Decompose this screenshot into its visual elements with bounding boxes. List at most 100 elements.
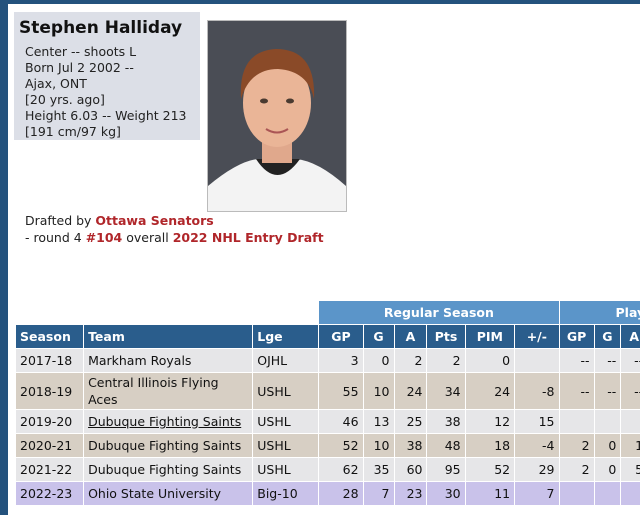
team-cell[interactable]: Dubuque Fighting Saints <box>84 458 253 481</box>
stat-cell <box>559 482 594 505</box>
stat-cell: -- <box>594 349 621 372</box>
column-header: Lge <box>253 325 319 348</box>
stat-cell: 5 <box>621 458 640 481</box>
draft-event[interactable]: 2022 NHL Entry Draft <box>172 230 324 245</box>
stat-cell: 0 <box>594 434 621 457</box>
stat-cell: 23 <box>394 482 427 505</box>
stats-row: 2020-21 Dubuque Fighting Saints USHL 52 10 38… <box>16 434 640 457</box>
stat-cell: 10 <box>363 434 394 457</box>
stat-cell: -4 <box>515 434 559 457</box>
stat-cell: 38 <box>394 434 427 457</box>
group-header: Playoffs <box>559 301 640 324</box>
stat-cell: 7 <box>363 482 394 505</box>
stat-cell: 48 <box>427 434 465 457</box>
stat-cell: 46 <box>319 410 363 433</box>
stats-row: 2018-19 Central Illinois Flying Aces USHL 5… <box>16 373 640 409</box>
column-header: Team <box>84 325 253 348</box>
stat-cell: 95 <box>427 458 465 481</box>
stat-cell: 18 <box>465 434 515 457</box>
column-header: PIM <box>465 325 515 348</box>
stat-cell: USHL <box>253 458 319 481</box>
stat-cell: OJHL <box>253 349 319 372</box>
stat-cell: 35 <box>363 458 394 481</box>
stat-cell <box>621 482 640 505</box>
stat-cell: 24 <box>465 373 515 409</box>
draft-overall: overall <box>126 230 169 245</box>
stat-cell: 2 <box>427 349 465 372</box>
stat-cell: 1 <box>621 434 640 457</box>
stat-cell: 24 <box>394 373 427 409</box>
stat-cell <box>621 410 640 433</box>
stat-cell: 52 <box>465 458 515 481</box>
draft-team[interactable]: Ottawa Senators <box>95 213 214 228</box>
group-header: Regular Season <box>319 301 559 324</box>
stat-cell: 2 <box>559 458 594 481</box>
stat-cell: 2 <box>559 434 594 457</box>
stat-cell: 7 <box>515 482 559 505</box>
stat-cell <box>559 410 594 433</box>
stat-cell: 38 <box>427 410 465 433</box>
column-header: Pts <box>427 325 465 348</box>
stat-cell: 60 <box>394 458 427 481</box>
column-header: +/- <box>515 325 559 348</box>
stat-cell: Big-10 <box>253 482 319 505</box>
team-cell[interactable]: Markham Royals <box>84 349 253 372</box>
column-header: A <box>621 325 640 348</box>
column-header: GP <box>559 325 594 348</box>
stat-cell: 2021-22 <box>16 458 84 481</box>
column-header: Season <box>16 325 84 348</box>
draft-round: - round 4 <box>25 230 82 245</box>
stat-cell: -8 <box>515 373 559 409</box>
draft-info: Drafted by Ottawa Senators - round 4 #10… <box>25 212 324 246</box>
stat-cell: 2 <box>394 349 427 372</box>
stat-cell: 30 <box>427 482 465 505</box>
stat-cell: 2020-21 <box>16 434 84 457</box>
stat-cell: USHL <box>253 434 319 457</box>
stat-cell: 2017-18 <box>16 349 84 372</box>
stat-cell: USHL <box>253 373 319 409</box>
stat-cell: 52 <box>319 434 363 457</box>
team-cell[interactable]: Ohio State University <box>84 482 253 505</box>
team-cell[interactable]: Dubuque Fighting Saints <box>84 434 253 457</box>
stat-cell: 3 <box>319 349 363 372</box>
stat-cell: 15 <box>515 410 559 433</box>
group-header-row: Regular Season Playoffs <box>16 301 640 324</box>
info-line: Center -- shoots L <box>25 44 137 59</box>
stats-row: 2022-23 Ohio State University Big-10 28 7 23 3… <box>16 482 640 505</box>
stat-cell: -- <box>559 349 594 372</box>
column-header: GP <box>319 325 363 348</box>
stat-cell <box>515 349 559 372</box>
stat-cell: -- <box>559 373 594 409</box>
team-cell[interactable]: Dubuque Fighting Saints <box>84 410 253 433</box>
stat-cell: 0 <box>363 349 394 372</box>
stat-cell: 11 <box>465 482 515 505</box>
player-photo <box>207 20 347 212</box>
stat-cell: 12 <box>465 410 515 433</box>
stat-cell: 13 <box>363 410 394 433</box>
stat-cell: 2022-23 <box>16 482 84 505</box>
stat-cell: 25 <box>394 410 427 433</box>
info-line: Born Jul 2 2002 -- <box>25 60 134 75</box>
info-line: Height 6.03 -- Weight 213 <box>25 108 187 123</box>
blank-header <box>16 301 319 324</box>
info-line: [20 yrs. ago] <box>25 92 105 107</box>
stat-cell: -- <box>594 373 621 409</box>
stat-cell: 55 <box>319 373 363 409</box>
column-header: G <box>363 325 394 348</box>
stat-cell: USHL <box>253 410 319 433</box>
stat-cell: 10 <box>363 373 394 409</box>
info-line: [191 cm/97 kg] <box>25 124 121 139</box>
stats-row: 2021-22 Dubuque Fighting Saints USHL 62 35 60… <box>16 458 640 481</box>
stats-table: Regular Season Playoffs SeasonTeamLgeGPG… <box>15 300 640 506</box>
team-cell[interactable]: Central Illinois Flying Aces <box>84 373 253 409</box>
stat-cell: -- <box>621 373 640 409</box>
stat-cell: 28 <box>319 482 363 505</box>
stat-cell: 34 <box>427 373 465 409</box>
stat-cell: 62 <box>319 458 363 481</box>
stat-cell: -- <box>621 349 640 372</box>
stat-cell <box>594 482 621 505</box>
